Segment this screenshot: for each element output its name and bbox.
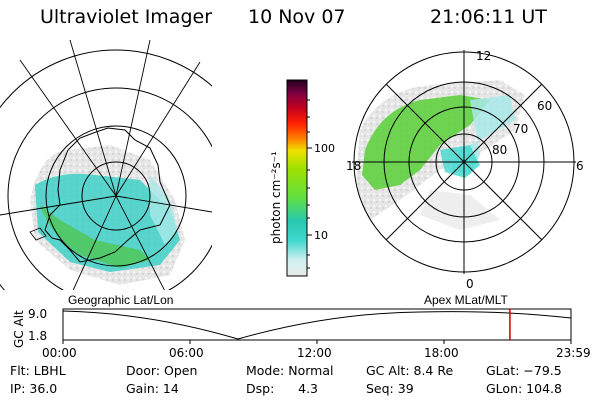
- gain-value: Gain: 14: [126, 381, 179, 396]
- mlt-label-12: 12: [476, 49, 491, 63]
- mlat-label-60: 60: [537, 99, 552, 113]
- timeline-ytick-1: 1.8: [28, 329, 47, 343]
- mlt-meridians: [352, 50, 576, 274]
- timeline-xtick-1800: 18:00: [424, 346, 459, 360]
- timeline-axis-label: GC Alt: [12, 310, 26, 348]
- timeline-xtick-0000: 00:00: [42, 346, 77, 360]
- timeline-xtick-2359: 23:59: [556, 346, 591, 360]
- colorbar-tick-100: 100: [314, 142, 335, 155]
- observation-time: 21:06:11 UT: [430, 6, 547, 28]
- orbit-altitude-curve: [62, 310, 572, 340]
- colorbar-unit-label: photon cm⁻²s⁻¹: [269, 151, 283, 244]
- geo-latitude-circles: [0, 49, 212, 290]
- geo-longitude-lines: [0, 40, 212, 290]
- seq-value: Seq: 39: [366, 381, 414, 396]
- mlt-label-6: 6: [576, 159, 584, 173]
- colorbar-tick-10: 10: [314, 229, 328, 242]
- dsp-value: Dsp: 4.3: [246, 381, 319, 396]
- timeline-ytick-9: 9.0: [28, 307, 47, 321]
- glon-value: GLon: 104.8: [486, 381, 562, 396]
- timeline-xtick-1200: 12:00: [297, 346, 332, 360]
- timeline-xticks: [62, 340, 572, 344]
- ip-value: IP: 36.0: [10, 381, 58, 396]
- colorbar: [286, 79, 308, 277]
- mlt-label-0: 0: [466, 277, 474, 291]
- geographic-map: [0, 40, 212, 290]
- timeline-frame: [62, 308, 572, 341]
- mlt-label-18: 18: [346, 159, 361, 173]
- instrument-title: Ultraviolet Imager: [40, 6, 213, 28]
- door-status: Door: Open: [126, 363, 198, 378]
- observation-date: 10 Nov 07: [248, 6, 346, 28]
- mlat-label-80: 80: [492, 143, 507, 157]
- colorbar-ticks: [307, 99, 312, 269]
- filter-value: Flt: LBHL: [10, 363, 66, 378]
- gc-alt-value: GC Alt: 8.4 Re: [366, 363, 454, 378]
- timeline-xtick-0600: 06:00: [169, 346, 204, 360]
- mag-caption: Apex MLat/MLT: [424, 293, 508, 307]
- mlat-label-70: 70: [513, 122, 528, 136]
- mode-value: Mode: Normal: [246, 363, 334, 378]
- glat-value: GLat: −79.5: [486, 363, 562, 378]
- antarctica-coastline: [44, 127, 171, 263]
- geo-caption: Geographic Lat/Lon: [68, 293, 173, 307]
